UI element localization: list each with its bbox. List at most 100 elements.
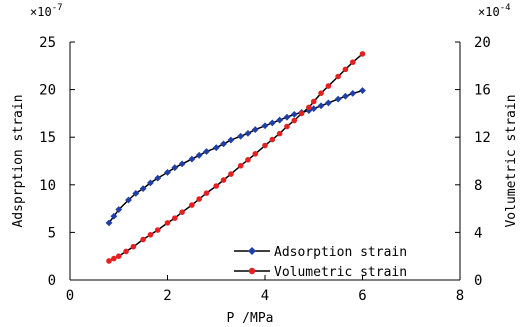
legend-label-volumetric: Volumetric strain [274, 265, 407, 280]
series-layer [105, 51, 366, 264]
legend: Adsorption strain Volumetric strain [234, 245, 407, 280]
data-point-adsorption [164, 169, 171, 176]
data-point-volumetric [172, 215, 178, 221]
x-tick-label: 8 [456, 288, 464, 304]
data-point-volumetric [276, 130, 283, 137]
right-y-tick-label: 4 [474, 225, 482, 241]
data-point-volumetric [203, 190, 210, 196]
data-point-volumetric [359, 51, 366, 57]
x-tick-label: 6 [358, 288, 366, 304]
series-line-adsorption [108, 89, 363, 224]
data-point-volumetric [179, 209, 185, 215]
right-multiplier: ×10-4 [478, 3, 511, 19]
data-point-adsorption [171, 164, 179, 172]
data-point-adsorption [251, 126, 259, 133]
data-point-adsorption [227, 136, 235, 144]
data-point-adsorption [195, 151, 203, 159]
data-point-volumetric [115, 253, 122, 259]
data-point-adsorption [188, 155, 196, 163]
left-y-tick-label: 0 [48, 273, 56, 289]
data-point-volumetric [130, 243, 137, 250]
data-point-volumetric [164, 220, 171, 226]
data-point-adsorption [212, 144, 220, 152]
data-point-volumetric [349, 59, 356, 66]
data-point-volumetric [291, 117, 298, 124]
data-point-adsorption [237, 132, 245, 140]
left-axis-title: Adsprption strain [11, 94, 26, 227]
data-point-adsorption [154, 174, 162, 182]
left-multiplier-exponent: -7 [52, 3, 63, 13]
data-point-volumetric [154, 227, 161, 233]
data-point-adsorption [147, 179, 154, 187]
left-y-tick-label: 25 [39, 35, 56, 51]
data-point-volumetric [228, 171, 234, 177]
data-point-volumetric [318, 90, 324, 96]
data-point-adsorption [110, 212, 118, 220]
legend-item-volumetric: Volumetric strain [234, 265, 407, 280]
data-point-adsorption [305, 107, 313, 114]
right-y-tick-label: 16 [474, 83, 491, 99]
data-point-volumetric [262, 142, 268, 149]
data-point-volumetric [298, 110, 305, 117]
legend-item-adsorption: Adsorption strain [234, 245, 407, 260]
data-point-adsorption [139, 185, 147, 193]
data-point-volumetric [140, 236, 146, 243]
right-y-ticks: 0 4 8 12 16 20 [455, 35, 491, 289]
data-point-volumetric [245, 157, 251, 163]
data-point-adsorption [359, 87, 366, 94]
right-y-tick-label: 8 [474, 178, 482, 194]
data-point-volumetric [335, 73, 341, 80]
data-point-adsorption [115, 206, 123, 213]
data-point-volumetric [147, 231, 154, 238]
x-axis-title: P /MPa [227, 311, 274, 326]
left-y-ticks: 0 5 10 15 20 25 [39, 35, 75, 289]
data-point-adsorption [349, 90, 357, 97]
data-point-adsorption [125, 196, 132, 204]
data-point-volumetric [220, 177, 227, 183]
data-point-adsorption [283, 113, 291, 121]
data-point-volumetric [196, 196, 202, 202]
right-y-tick-label: 12 [474, 130, 491, 146]
data-point-volumetric [252, 151, 259, 157]
right-y-tick-label: 0 [474, 273, 482, 289]
data-point-adsorption [178, 160, 186, 168]
data-point-volumetric [106, 258, 112, 264]
data-point-adsorption [220, 140, 227, 148]
left-y-tick-label: 15 [39, 130, 56, 146]
left-multiplier: ×10-7 [30, 3, 63, 19]
data-point-adsorption [324, 99, 332, 107]
data-point-adsorption [276, 116, 284, 124]
data-point-volumetric [306, 104, 312, 111]
data-point-adsorption [334, 95, 342, 103]
legend-label-adsorption: Adsorption strain [274, 245, 407, 260]
data-point-volumetric [310, 98, 317, 105]
data-point-volumetric [123, 248, 129, 255]
right-multiplier-exponent: -4 [500, 3, 511, 13]
data-point-volumetric [237, 162, 244, 169]
data-point-volumetric [269, 136, 276, 143]
data-point-volumetric [284, 123, 290, 130]
x-tick-label: 0 [66, 288, 74, 304]
data-point-volumetric [325, 83, 332, 89]
data-point-volumetric [213, 183, 220, 189]
data-point-adsorption [317, 102, 325, 110]
series-line-volumetric [108, 53, 363, 262]
x-tick-label: 4 [261, 288, 269, 304]
data-point-adsorption [261, 122, 269, 130]
left-y-tick-label: 5 [48, 225, 56, 241]
data-point-adsorption [290, 110, 298, 118]
data-point-adsorption [310, 105, 318, 113]
data-point-adsorption [132, 189, 140, 197]
data-point-volumetric [111, 255, 117, 262]
x-tick-label: 2 [163, 288, 171, 304]
left-y-tick-label: 20 [39, 83, 56, 99]
data-point-adsorption [105, 219, 113, 227]
data-point-volumetric [189, 202, 195, 208]
data-point-volumetric [342, 66, 349, 73]
left-y-tick-label: 10 [39, 178, 56, 194]
right-axis-title: Volumetric strain [504, 94, 519, 227]
data-point-adsorption [342, 92, 349, 100]
data-point-adsorption [203, 148, 210, 155]
legend-marker-volumetric [248, 267, 256, 275]
